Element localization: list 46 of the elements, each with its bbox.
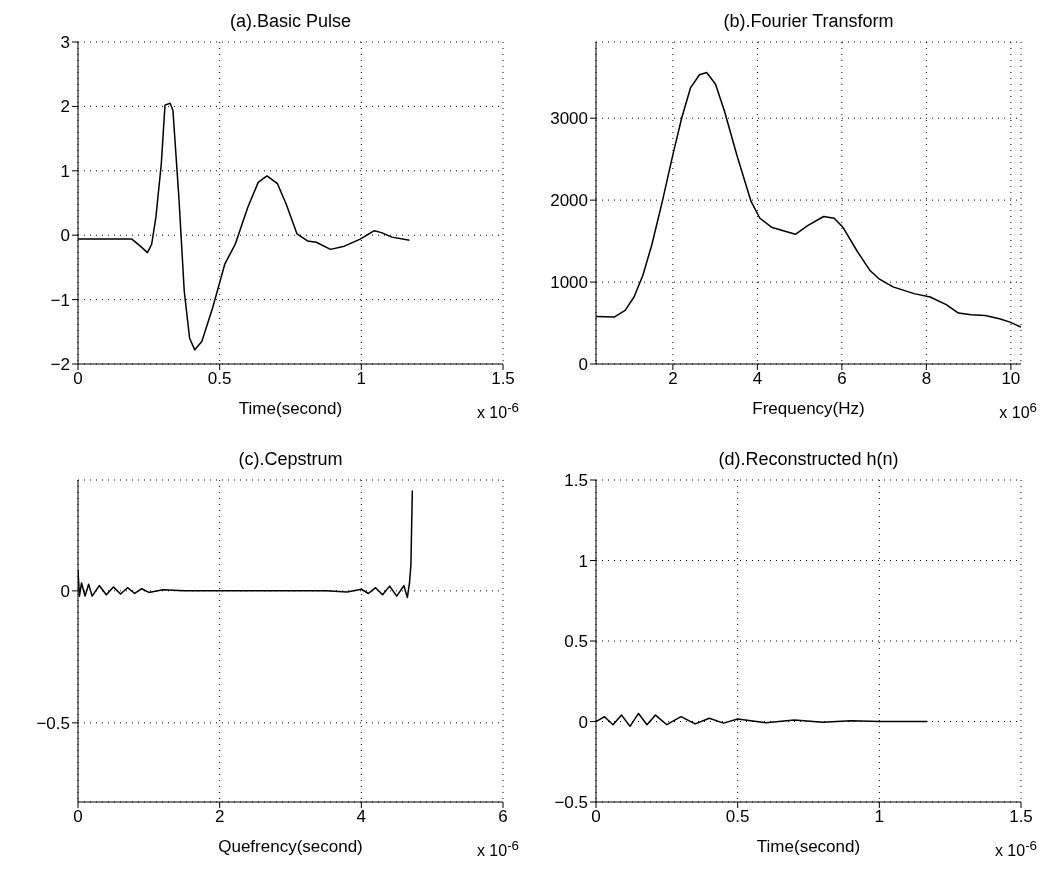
y-tick-label: 0	[578, 712, 588, 732]
chart-title: (c).Cepstrum	[237, 448, 344, 471]
text: x 10$^{-6}$	[476, 838, 519, 861]
y-tick-label: 2	[60, 97, 70, 117]
x-tick-label: 0	[591, 807, 601, 827]
x-tick-label: 1.5	[1009, 807, 1033, 827]
y-tick-label: 0	[578, 355, 588, 375]
y-tick-label: −0.5	[36, 713, 70, 733]
y-tick-label: 1	[60, 161, 70, 181]
y-tick-label: 1	[578, 551, 588, 571]
x-tick-label: 6	[498, 807, 508, 827]
x-tick-label: 2	[214, 807, 225, 827]
text: x 10$^{-6}$	[476, 400, 519, 423]
x-tick-label: 4	[356, 807, 367, 827]
y-tick-label: 0	[60, 581, 70, 601]
x-axis-title: Time(second)	[238, 399, 343, 418]
x-tick-label: 2	[668, 369, 678, 389]
y-tick-label: 1000	[550, 273, 588, 293]
x-tick-label: 6	[837, 369, 847, 389]
y-tick-label: −1	[50, 290, 70, 310]
y-tick-label: 1.5	[564, 471, 588, 491]
y-tick-label: 3000	[550, 109, 588, 129]
x-axis-title: Time(second)	[756, 837, 861, 856]
x-tick-label: 0	[73, 807, 83, 827]
x-tick-label: 0	[73, 369, 83, 389]
x-tick-label: 0.5	[207, 369, 232, 389]
y-tick-label: −2	[50, 355, 70, 375]
chart-title: (a).Basic Pulse	[228, 10, 352, 33]
x-axis-title: Frequency(Hz)	[752, 399, 865, 418]
chart-title: (b).Fourier Transform	[722, 10, 895, 33]
text: x 10$^{6}$	[999, 400, 1037, 423]
x-tick-label: 1	[356, 369, 367, 389]
y-tick-label: 3	[60, 33, 70, 53]
y-tick-label: 0.5	[564, 632, 588, 652]
y-tick-label: 0	[60, 226, 70, 246]
x-tick-label: 4	[752, 369, 763, 389]
x-tick-label: 0.5	[725, 807, 750, 827]
y-tick-label: 2000	[550, 191, 588, 211]
x-tick-label: 1.5	[491, 369, 515, 389]
y-tick-label: −0.5	[554, 793, 588, 813]
x-axis-title: Quefrency(second)	[218, 837, 363, 856]
chart-title: (d).Reconstructed h(n)	[717, 448, 900, 471]
x-tick-label: 1	[874, 807, 885, 827]
x-tick-label: 8	[921, 369, 932, 389]
x-tick-label: 10	[1001, 369, 1021, 389]
text: x 10$^{-6}$	[994, 838, 1037, 861]
